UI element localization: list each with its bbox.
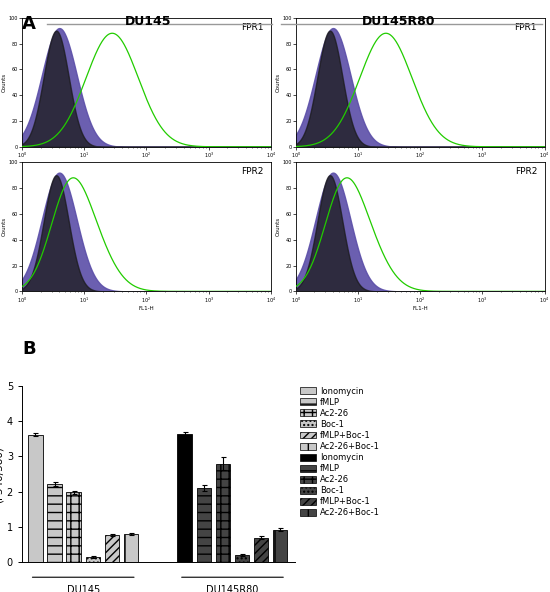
Bar [28,435,42,562]
X-axis label: FL1-H: FL1-H [139,162,155,167]
Text: B: B [22,340,36,358]
Bar [273,530,288,562]
Bar [47,484,62,562]
X-axis label: FL1-H: FL1-H [139,306,155,311]
Text: DU145R80: DU145R80 [362,15,436,28]
Text: FPR1: FPR1 [515,23,537,32]
Bar [254,538,268,562]
Bar [216,464,230,562]
Bar [235,555,249,562]
Text: FPR1: FPR1 [241,23,263,32]
Text: FPR2: FPR2 [241,168,263,176]
Legend: Ionomycin, fMLP, Ac2-26, Boc-1, fMLP+Boc-1, Ac2-26+Boc-1, Ionomycin, fMLP, Ac2-2: Ionomycin, fMLP, Ac2-26, Boc-1, fMLP+Boc… [300,387,379,517]
Text: A: A [22,15,36,33]
Text: DU145: DU145 [67,585,100,592]
Bar [196,488,211,562]
Y-axis label: Counts: Counts [2,217,7,236]
Text: DU145: DU145 [125,15,172,28]
X-axis label: FL1-H: FL1-H [412,162,428,167]
Bar [86,557,100,562]
Y-axis label: Counts: Counts [276,73,280,92]
Y-axis label: Counts: Counts [2,73,7,92]
Bar [104,535,119,562]
Bar [178,433,192,562]
Text: FPR2: FPR2 [515,168,537,176]
Bar [67,493,81,562]
X-axis label: FL1-H: FL1-H [412,306,428,311]
Y-axis label: Δ increment
(F340/380): Δ increment (F340/380) [0,442,4,506]
Bar [124,534,138,562]
Y-axis label: Counts: Counts [276,217,280,236]
Text: DU145R80: DU145R80 [206,585,258,592]
